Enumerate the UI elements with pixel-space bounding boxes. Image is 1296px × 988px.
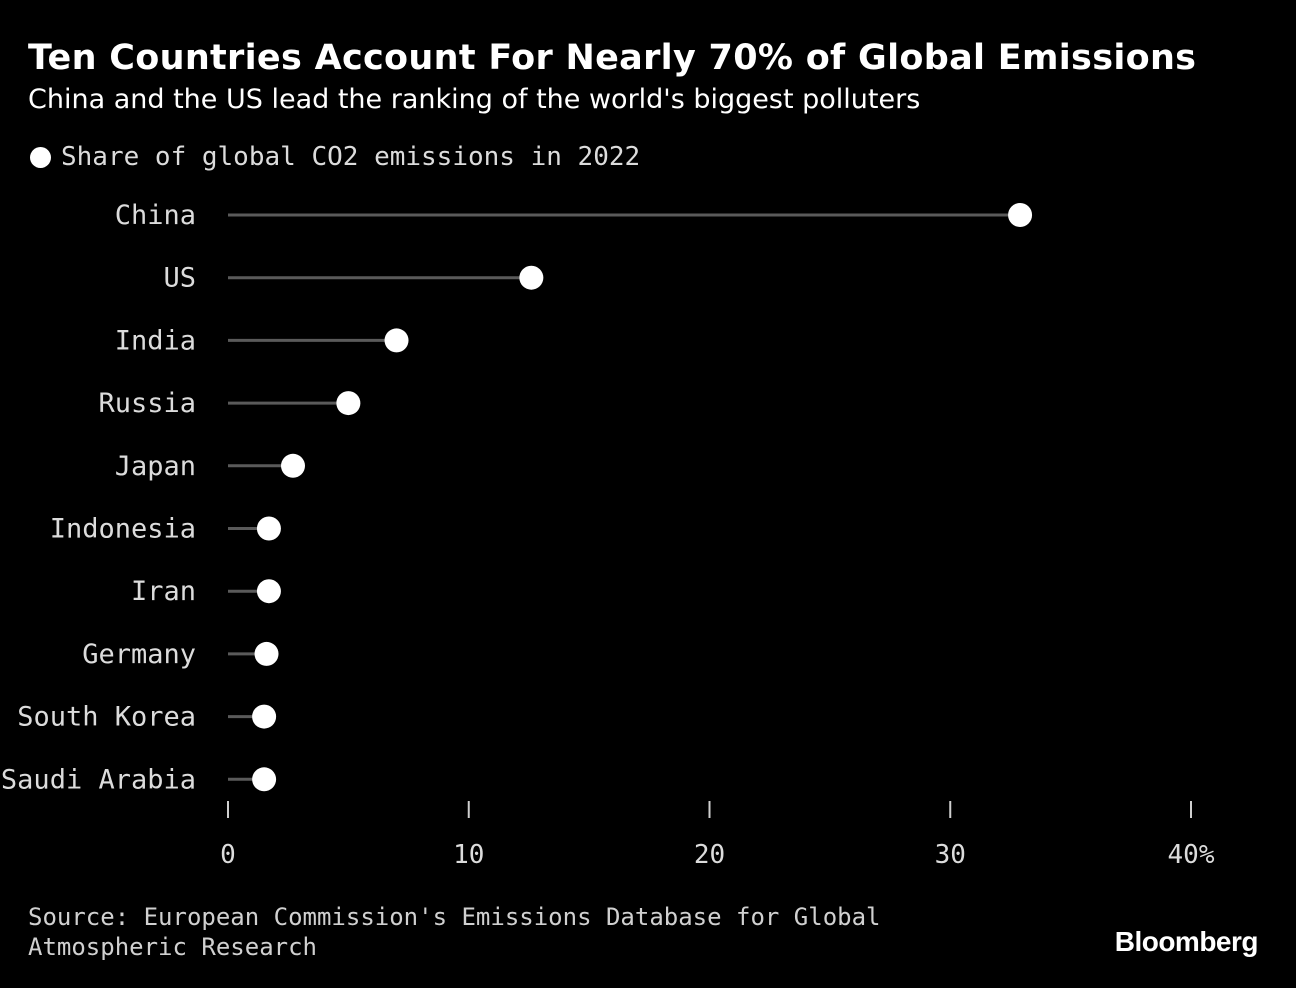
category-label: US <box>163 263 196 294</box>
lollipop-dot <box>252 767 277 792</box>
source-note: Source: European Commission's Emissions … <box>28 903 881 961</box>
legend-dot-icon <box>30 146 51 168</box>
x-tick-label: 10 <box>453 840 484 870</box>
x-tick-label: 20 <box>694 840 725 870</box>
lollipop-dot <box>254 641 279 666</box>
lollipop-dot <box>256 579 281 604</box>
x-tick-label: 0 <box>220 840 236 870</box>
legend-label: Share of global CO2 emissions in 2022 <box>61 142 641 172</box>
bloomberg-logo: Bloomberg <box>1114 926 1259 957</box>
chart-title: Ten Countries Account For Nearly 70% of … <box>28 38 1197 78</box>
category-label: China <box>115 200 196 231</box>
lollipop-dot <box>252 704 277 729</box>
x-tick-label: 30 <box>935 840 966 870</box>
legend: Share of global CO2 emissions in 2022 <box>30 142 640 172</box>
lollipop-dot <box>281 453 306 478</box>
lollipop-dot <box>336 391 361 416</box>
category-label: Russia <box>98 388 196 419</box>
lollipop-dot <box>519 265 544 290</box>
category-label: Indonesia <box>50 514 196 545</box>
lollipop-dot <box>384 328 409 353</box>
category-label: South Korea <box>17 702 196 733</box>
x-tick-label: 40% <box>1168 840 1215 870</box>
category-label: Japan <box>115 451 196 482</box>
lollipop-dot <box>1008 203 1033 227</box>
category-label: Saudi Arabia <box>1 764 196 795</box>
lollipop-dot <box>256 516 281 541</box>
category-label: India <box>115 325 196 356</box>
category-label: Germany <box>82 639 196 670</box>
category-label: Iran <box>131 576 196 607</box>
chart-subtitle: China and the US lead the ranking of the… <box>28 84 921 115</box>
